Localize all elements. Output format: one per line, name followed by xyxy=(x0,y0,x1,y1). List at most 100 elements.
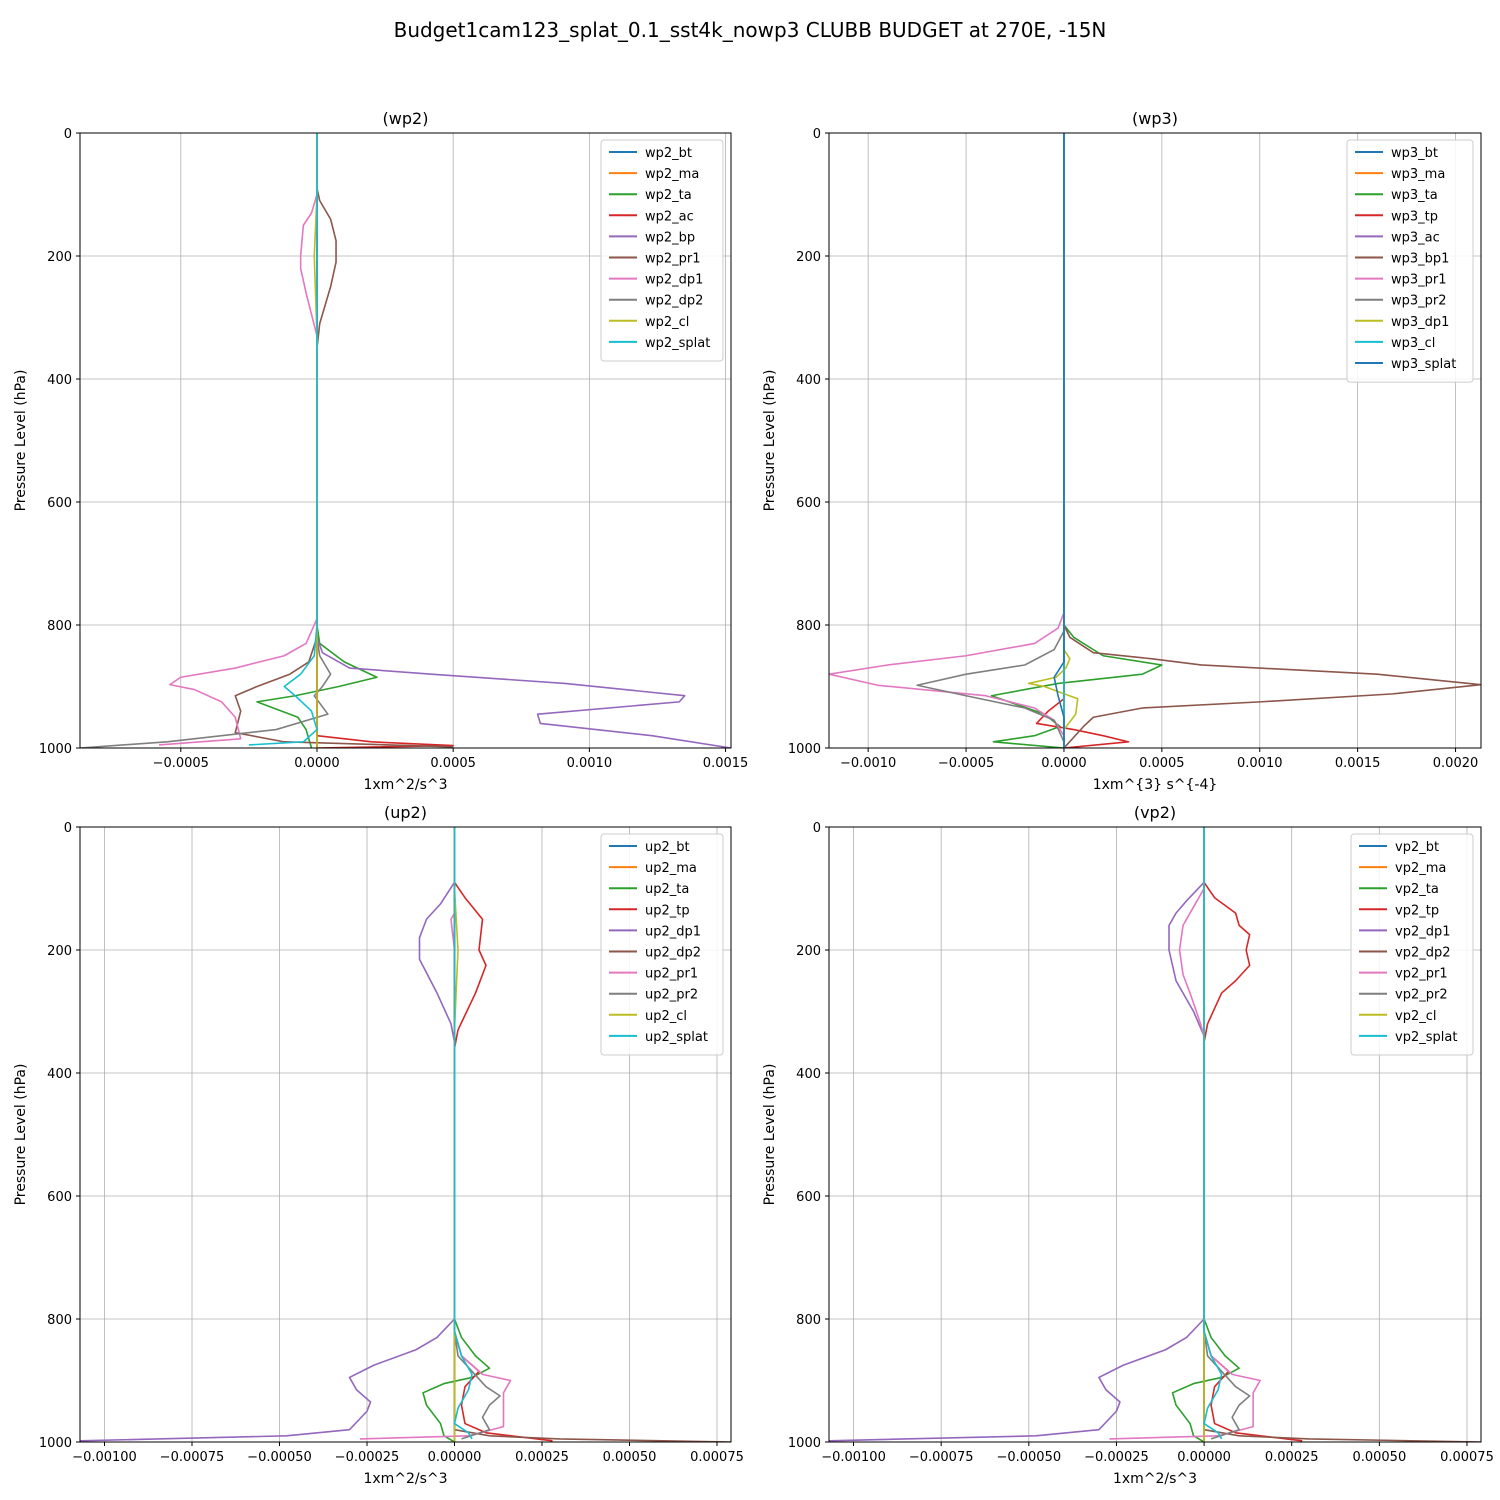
y-tick-label: 600 xyxy=(47,496,72,511)
legend-label: wp3_ac xyxy=(1391,230,1440,245)
legend-label: vp2_pr2 xyxy=(1395,988,1448,1003)
x-tick-label: 0.0010 xyxy=(567,756,613,771)
legend-label: wp2_ac xyxy=(645,209,694,224)
x-tick-label: −0.0005 xyxy=(153,756,209,771)
legend-label: wp3_bt xyxy=(1391,146,1438,161)
x-tick-label: 0.0020 xyxy=(1433,756,1479,771)
x-tick-label: −0.00075 xyxy=(909,1450,974,1465)
y-tick-label: 600 xyxy=(796,496,821,511)
y-axis-label: Pressure Level (hPa) xyxy=(762,1064,778,1206)
x-tick-label: 0.0000 xyxy=(294,756,340,771)
series-line-up2_dp1 xyxy=(80,827,456,1442)
legend-label: wp3_pr2 xyxy=(1391,294,1447,309)
series-line-vp2_splat xyxy=(1203,827,1223,1440)
y-axis-label: Pressure Level (hPa) xyxy=(13,1064,29,1206)
y-tick-label: 400 xyxy=(796,373,821,388)
series-line-wp2_pr1 xyxy=(234,133,454,748)
legend-label: wp2_ma xyxy=(645,167,699,182)
chart-panel-3: −0.00100 −0.00075 −0.00050 −0.00025 0.00000 0… xyxy=(13,803,744,1487)
x-tick-label: −0.00025 xyxy=(335,1450,400,1465)
legend-label: up2_pr2 xyxy=(645,988,698,1003)
x-axis-label: 1xm^2/s^3 xyxy=(1113,1471,1197,1487)
x-tick-label: 0.00075 xyxy=(1440,1450,1494,1465)
series-line-wp2_dp2 xyxy=(80,133,332,748)
chart-panel-4: −0.00100 −0.00075 −0.00050 −0.00025 0.00000 0… xyxy=(762,803,1494,1487)
series-lines xyxy=(829,133,1481,748)
y-tick-label: 600 xyxy=(47,1190,72,1205)
chart-panel-2: −0.0010 −0.0005 0.0000 0.0005 0.0010 0.0015 0.… xyxy=(762,109,1482,793)
legend-label: wp2_pr1 xyxy=(645,252,701,267)
y-tick-label: 800 xyxy=(47,1313,72,1328)
legend-label: up2_ma xyxy=(645,861,697,876)
x-tick-label: 0.0005 xyxy=(430,756,476,771)
legend-label: wp3_bp1 xyxy=(1391,252,1449,267)
plot-frame xyxy=(79,132,732,749)
legend-label: vp2_pr1 xyxy=(1395,967,1448,982)
legend-label: up2_ta xyxy=(645,882,689,897)
series-line-wp3_pr1 xyxy=(829,133,1065,737)
series-lines xyxy=(80,133,731,748)
y-tick-label: 0 xyxy=(64,127,72,142)
x-tick-label: −0.00075 xyxy=(160,1450,225,1465)
x-tick-label: −0.00025 xyxy=(1084,1450,1149,1465)
y-tick-label: 0 xyxy=(813,127,821,142)
x-tick-label: 0.00050 xyxy=(603,1450,657,1465)
y-tick-label: 200 xyxy=(796,944,821,959)
y-tick-label: 800 xyxy=(796,619,821,634)
legend-label: wp3_ma xyxy=(1391,167,1445,182)
legend-label: up2_dp1 xyxy=(645,924,701,939)
series-line-wp2_bp xyxy=(316,133,731,748)
legend-label: vp2_dp1 xyxy=(1395,924,1451,939)
legend-box xyxy=(600,833,724,1056)
x-axis-label: 1xm^{3} s^{-4} xyxy=(1093,777,1218,793)
legend-label: up2_splat xyxy=(645,1030,708,1045)
legend-label: wp2_dp2 xyxy=(645,294,703,309)
chart-panel-1: −0.0005 0.0000 0.0005 0.0010 0.0015 0 200 400 60… xyxy=(13,109,748,793)
series-line-wp3_ta xyxy=(990,133,1163,748)
series-line-up2_pr2 xyxy=(453,827,501,1440)
legend-label: wp2_dp1 xyxy=(645,273,703,288)
y-tick-label: 1000 xyxy=(39,1436,72,1451)
x-tick-label: 0.0015 xyxy=(703,756,749,771)
legend-label: vp2_ta xyxy=(1395,882,1439,897)
y-tick-label: 1000 xyxy=(788,742,821,757)
x-tick-label: 0.00000 xyxy=(1177,1450,1231,1465)
x-tick-label: 0.0010 xyxy=(1237,756,1283,771)
y-tick-label: 600 xyxy=(796,1190,821,1205)
legend-label: wp3_ta xyxy=(1391,188,1438,203)
series-line-wp2_splat xyxy=(248,133,318,746)
legend-label: up2_bt xyxy=(645,840,690,855)
y-tick-label: 1000 xyxy=(788,1436,821,1451)
legend-label: vp2_bt xyxy=(1395,840,1439,855)
series-line-up2_ta xyxy=(422,827,491,1442)
legend-label: wp3_cl xyxy=(1391,336,1435,351)
y-tick-label: 200 xyxy=(796,250,821,265)
series-lines xyxy=(829,827,1481,1442)
legend-label: up2_tp xyxy=(645,903,690,918)
legend-label: wp2_splat xyxy=(645,336,710,351)
plot-frame xyxy=(828,826,1482,1443)
series-line-vp2_dp1 xyxy=(829,827,1205,1442)
x-tick-label: −0.00100 xyxy=(821,1450,886,1465)
x-axis-label: 1xm^2/s^3 xyxy=(363,1471,447,1487)
legend-label: up2_pr1 xyxy=(645,967,698,982)
legend-label: vp2_ma xyxy=(1395,861,1446,876)
legend-box xyxy=(600,139,724,362)
y-tick-label: 400 xyxy=(47,1067,72,1082)
legend: wp2_bt wp2_ma wp2_ta wp2_ac wp2_bp wp2_pr1 wp2… xyxy=(600,139,724,362)
series-line-wp2_dp1 xyxy=(158,133,318,746)
legend-label: wp3_pr1 xyxy=(1391,273,1447,288)
x-tick-label: −0.00050 xyxy=(996,1450,1061,1465)
plot-frame xyxy=(79,826,732,1443)
y-tick-label: 200 xyxy=(47,944,72,959)
panel-title: (up2) xyxy=(384,803,427,822)
y-axis-label: Pressure Level (hPa) xyxy=(762,370,778,512)
series-line-wp3_tp xyxy=(1035,133,1130,748)
panel-title: (vp2) xyxy=(1134,803,1176,822)
x-tick-label: −0.00050 xyxy=(247,1450,312,1465)
x-tick-label: 0.0005 xyxy=(1139,756,1185,771)
series-line-wp3_pr2 xyxy=(916,133,1065,743)
y-tick-label: 800 xyxy=(47,619,72,634)
figure-title: Budget1cam123_splat_0.1_sst4k_nowp3 CLUB… xyxy=(394,18,1107,42)
